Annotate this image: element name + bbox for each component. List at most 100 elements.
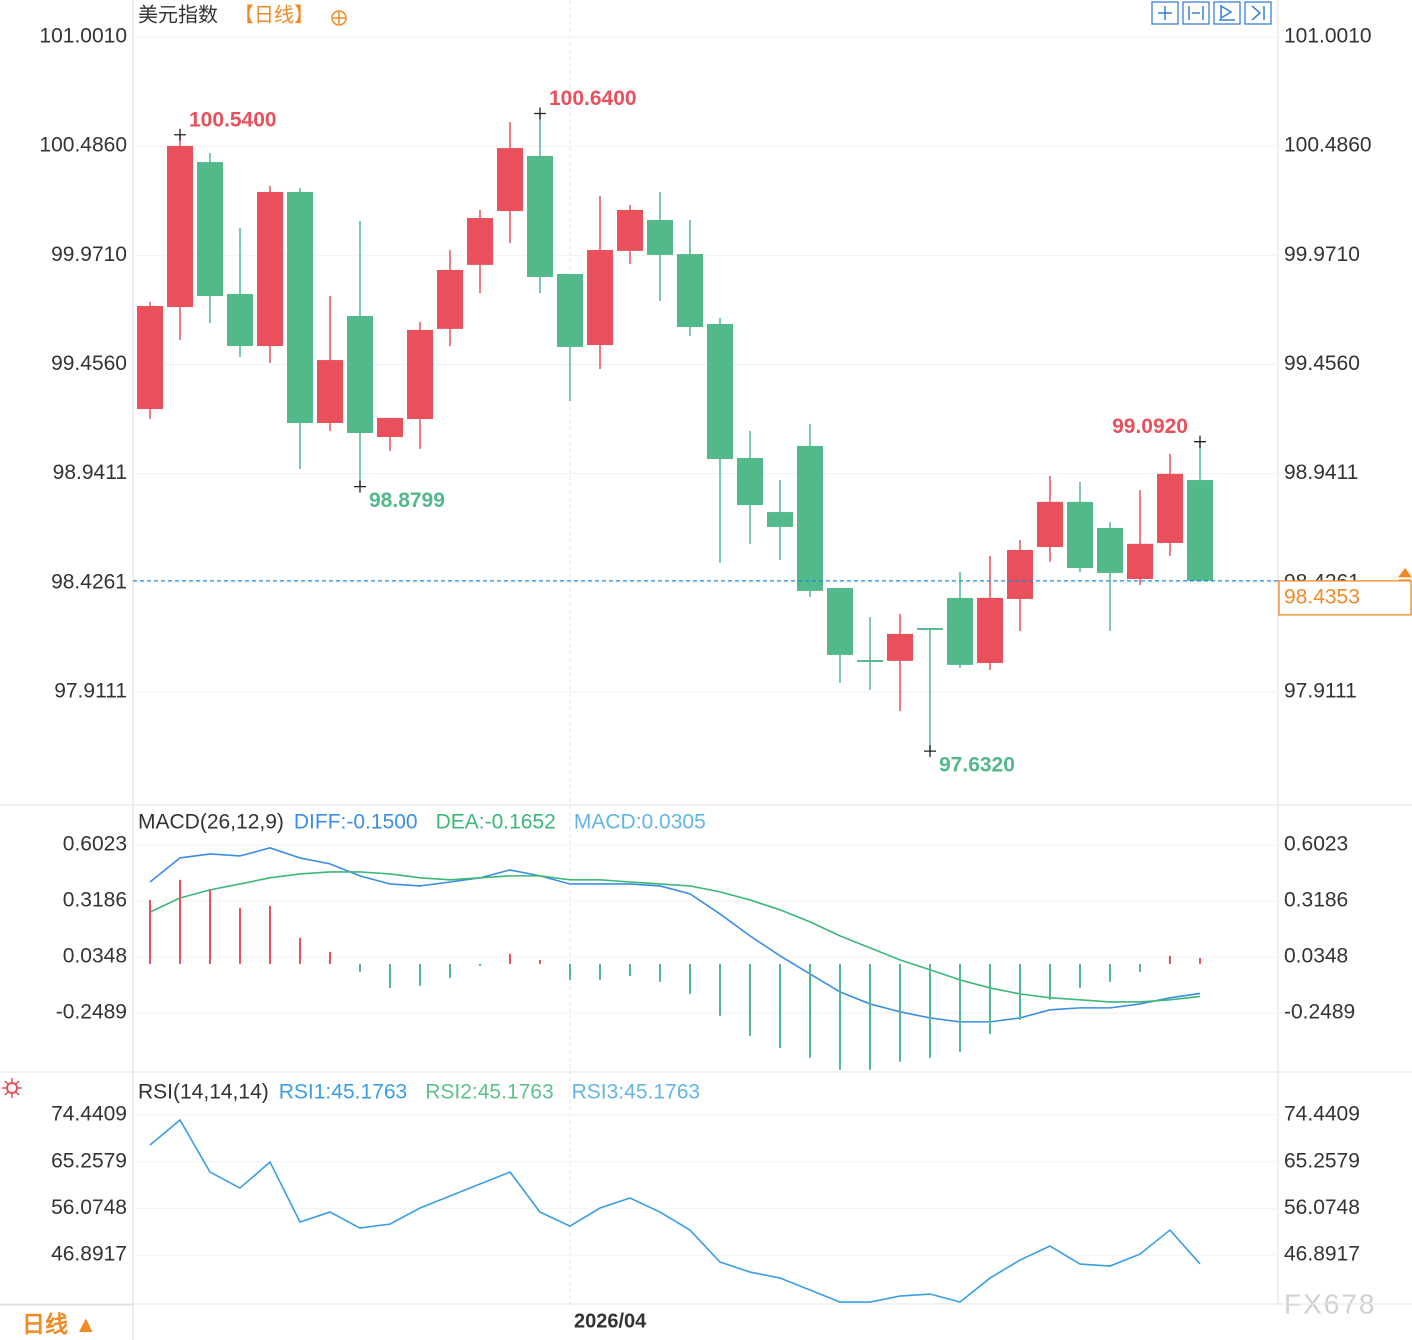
candle-body (197, 162, 223, 297)
period-button[interactable]: 日线 ▲ (22, 1311, 97, 1337)
candle-body (557, 273, 583, 347)
macd-bar (569, 963, 571, 980)
candle-body (317, 360, 343, 424)
macd-bar (839, 963, 841, 1070)
y-tick-label: 65.2579 (51, 1149, 127, 1172)
y-tick-label: 74.4409 (51, 1103, 127, 1126)
candle-body (467, 218, 493, 265)
candle-body (497, 148, 523, 212)
candle-body (587, 250, 613, 346)
macd-line (149, 847, 1201, 1023)
y-tick-label: -0.2489 (56, 1001, 127, 1024)
annotation-marker (354, 480, 366, 493)
last-price-box (1278, 580, 1412, 616)
tool-zoom-in[interactable] (1182, 1, 1210, 25)
chart-subtitle: 【日线】 (234, 3, 314, 26)
y2-tick-label: 74.4409 (1284, 1103, 1360, 1126)
add-indicator[interactable] (331, 10, 347, 26)
x-tick-label: 2026/04 (574, 1310, 647, 1332)
candle-body (857, 660, 883, 662)
legend-title: MACD(26,12,9) (138, 811, 284, 834)
macd-bar (209, 889, 211, 964)
macd-bar (689, 963, 691, 994)
y2-tick-label: 98.9411 (1284, 461, 1358, 484)
y2-tick-label: 65.2579 (1284, 1149, 1360, 1172)
last-price-label: 98.4353 (1284, 585, 1360, 608)
macd-bar (989, 963, 991, 1034)
y-tick-label: 98.4261 (51, 570, 127, 593)
y2-tick-label: 99.9710 (1284, 243, 1360, 266)
candle-body (437, 269, 463, 329)
candle-body (707, 324, 733, 460)
macd-bar (929, 963, 931, 1058)
annotation-label: 100.5400 (189, 108, 277, 131)
macd-bar (809, 963, 811, 1058)
candle-body (647, 219, 673, 255)
rsi-line (149, 1118, 1201, 1303)
legend-entry: MACD:0.0305 (574, 811, 706, 834)
y2-tick-label: 0.6023 (1284, 833, 1348, 856)
annotation-label: 97.6320 (939, 754, 1015, 777)
macd-bar (1019, 963, 1021, 1020)
y-tick-label: 0.3186 (63, 889, 127, 912)
y-tick-label: 56.0748 (51, 1196, 127, 1219)
y-tick-label: 100.4860 (39, 134, 127, 157)
candle-body (257, 191, 283, 347)
annotation-marker (1194, 435, 1206, 448)
y-tick-label: 101.0010 (39, 25, 127, 48)
toolbar (1151, 1, 1272, 25)
macd-bar (359, 963, 361, 972)
y-tick-label: 0.0348 (63, 945, 127, 968)
candle-body (1037, 501, 1063, 548)
macd-bar (599, 963, 601, 980)
macd-bar (419, 963, 421, 986)
candle-body (167, 145, 193, 308)
candle-body (137, 306, 163, 410)
y2-tick-label: 0.3186 (1284, 889, 1348, 912)
y-tick-label: 99.4560 (51, 352, 127, 375)
candle-body (1157, 473, 1183, 543)
candle-body (227, 293, 253, 347)
macd-bar (149, 899, 151, 964)
macd-bar (779, 963, 781, 1048)
tool-latest[interactable] (1244, 1, 1272, 25)
candle-body (1187, 480, 1213, 581)
rsi-settings[interactable] (2, 1078, 22, 1098)
y-tick-label: 46.8917 (51, 1243, 127, 1266)
candle-body (1007, 549, 1033, 599)
annotation-marker (174, 128, 186, 141)
macd-bar (509, 953, 511, 964)
annotation-marker (924, 745, 936, 758)
macd-bar (1109, 963, 1111, 982)
y2-tick-label: 56.0748 (1284, 1196, 1360, 1219)
y-tick-label: 99.9710 (51, 243, 127, 266)
candle-body (377, 417, 403, 438)
legend-entry: RSI1:45.1763 (279, 1081, 407, 1104)
y2-tick-label: 46.8917 (1284, 1243, 1360, 1266)
candle-body (977, 597, 1003, 663)
legend-entry: RSI2:45.1763 (425, 1081, 553, 1104)
candle-body (617, 209, 643, 251)
macd-bar (1199, 957, 1201, 964)
macd-bar (959, 963, 961, 1052)
y-tick-label: 97.9111 (54, 680, 127, 703)
y2-tick-label: 100.4860 (1284, 134, 1372, 157)
last-price-icon (1398, 568, 1412, 581)
macd-bar (749, 963, 751, 1036)
chart-title: 美元指数 (138, 3, 218, 26)
macd-bar (659, 963, 661, 982)
tool-fit[interactable] (1151, 1, 1179, 25)
macd-bar (1169, 955, 1171, 964)
candle-body (347, 315, 373, 433)
annotation-label: 99.0920 (1112, 415, 1188, 438)
macd-bar (629, 963, 631, 976)
tool-zoom-out[interactable] (1213, 1, 1241, 25)
candle-body (797, 445, 823, 591)
y2-tick-label: 0.0348 (1284, 945, 1348, 968)
macd-bar (899, 963, 901, 1062)
y2-tick-label: 97.9111 (1284, 680, 1357, 703)
macd-bar (299, 937, 301, 964)
legend-entry: RSI3:45.1763 (572, 1081, 700, 1104)
macd-bar (389, 963, 391, 988)
